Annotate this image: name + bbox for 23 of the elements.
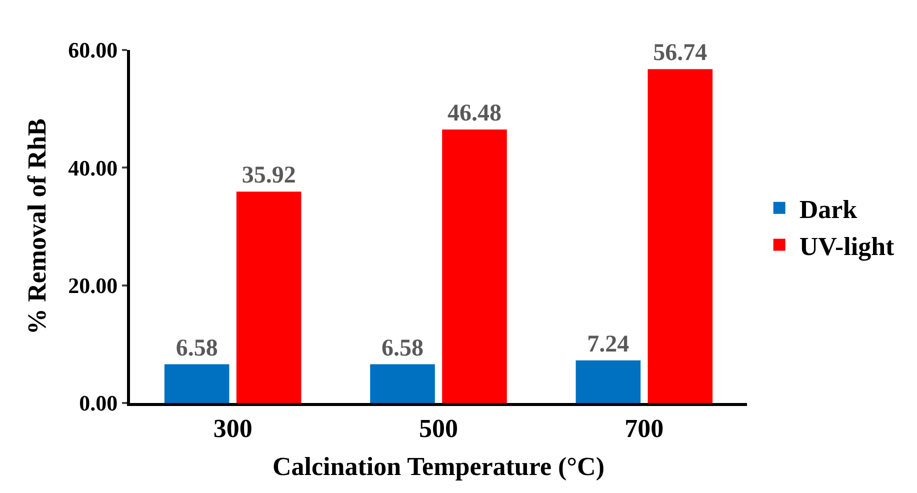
bar	[442, 130, 507, 403]
legend-label: UV-light	[799, 232, 895, 261]
y-axis-title: % Removal of RhB	[22, 118, 52, 334]
x-tick-label: 300	[213, 414, 252, 444]
x-tick-label: 500	[419, 414, 458, 444]
y-tick-label: 0.00	[79, 390, 118, 416]
y-tick-label: 20.00	[68, 273, 118, 298]
data-label: 35.92	[242, 162, 296, 189]
bar	[576, 360, 641, 403]
data-label: 6.58	[176, 335, 218, 362]
legend-label: Dark	[799, 195, 858, 224]
y-tick-label: 40.00	[68, 155, 118, 180]
y-tick-label: 60.00	[68, 38, 118, 63]
bar	[370, 364, 435, 403]
x-axis-title: Calcination Temperature (°C)	[272, 452, 605, 481]
data-label: 56.74	[653, 40, 708, 66]
bar	[236, 192, 302, 403]
data-label: 46.48	[447, 100, 502, 127]
data-label: 6.58	[382, 335, 424, 362]
x-tick-label: 700	[624, 414, 664, 444]
data-label: 7.24	[587, 331, 630, 358]
bar	[164, 364, 230, 403]
bar	[648, 69, 713, 403]
